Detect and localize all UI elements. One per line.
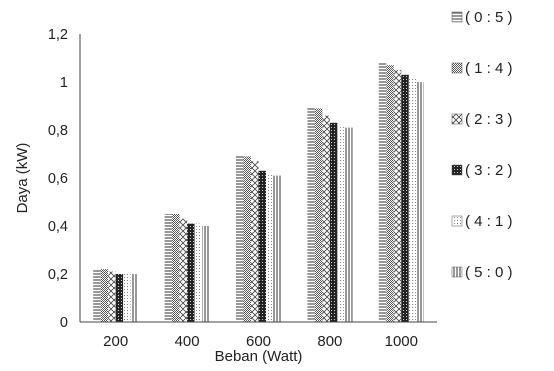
- legend-swatch: [451, 11, 463, 23]
- bar-800-series-3: [322, 115, 330, 322]
- legend-swatch: [451, 113, 463, 125]
- x-axis-ticks: 200 400 600 800 1000: [103, 333, 418, 350]
- y-tick-label: 0,2: [48, 267, 68, 283]
- bar-1000-series-4: [401, 74, 409, 322]
- legend-label: ( 5 : 0 ): [465, 264, 513, 281]
- y-tick-label: 0,8: [48, 123, 68, 139]
- legend: ( 0 : 5 ) ( 1 : 4 ) ( 2 : 3 ) ( 3 : 2 ) ( 4 …: [451, 9, 513, 281]
- legend-swatch: [451, 215, 463, 227]
- x-tick-label: 800: [317, 333, 342, 350]
- bar-400-series-5: [194, 223, 203, 322]
- legend-label: ( 0 : 5 ): [465, 9, 513, 26]
- bar-600-series-2: [243, 156, 251, 322]
- bar-400-series-4: [187, 223, 195, 322]
- bar-200-series-4: [115, 274, 124, 322]
- legend-swatch: [451, 62, 463, 74]
- bars: [93, 62, 424, 323]
- bar-600-series-6: [273, 175, 281, 322]
- bar-400-series-1: [164, 214, 173, 322]
- bar-1000-series-3: [393, 70, 402, 322]
- x-axis-label: Beban (Watt): [215, 348, 303, 365]
- bar-1000-series-1: [378, 62, 387, 323]
- legend-label: ( 3 : 2 ): [465, 162, 513, 179]
- bar-1000-series-5: [408, 77, 417, 322]
- bar-800-series-5: [337, 125, 345, 322]
- legend-swatch: [451, 266, 463, 278]
- legend-label: ( 2 : 3 ): [465, 111, 513, 128]
- bar-800-series-2: [314, 108, 323, 323]
- y-tick-label: 0,4: [48, 219, 68, 235]
- y-axis-ticks: 0 0,2 0,4 0,6 0,8 1 1,2: [48, 27, 68, 331]
- y-axis-label: Daya (kW): [14, 143, 31, 214]
- bar-1000-series-2: [386, 65, 394, 322]
- y-tick-label: 1,2: [48, 27, 68, 43]
- bar-800-series-6: [344, 127, 353, 322]
- x-tick-label: 1000: [385, 333, 418, 350]
- bar-400-series-3: [179, 218, 188, 322]
- bar-600-series-4: [258, 170, 266, 322]
- y-tick-label: 0,6: [48, 171, 68, 187]
- bar-600-series-5: [266, 173, 274, 322]
- bar-200-series-2: [100, 269, 109, 322]
- x-tick-label: 600: [246, 333, 271, 350]
- x-tick-label: 200: [103, 333, 128, 350]
- y-tick-label: 0: [60, 315, 68, 331]
- legend-label: ( 1 : 4 ): [465, 60, 513, 77]
- bar-200-series-3: [108, 271, 116, 322]
- bar-200-series-1: [93, 269, 101, 322]
- bar-400-series-2: [172, 214, 180, 322]
- legend-label: ( 4 : 1 ): [465, 213, 513, 230]
- bar-200-series-6: [130, 274, 139, 322]
- bar-400-series-6: [202, 226, 210, 322]
- bar-800-series-4: [329, 122, 338, 322]
- legend-swatch: [451, 164, 463, 176]
- bar-600-series-3: [251, 161, 259, 322]
- y-tick-label: 1: [60, 75, 68, 91]
- bar-800-series-1: [307, 108, 315, 323]
- bar-200-series-5: [123, 274, 131, 322]
- x-tick-label: 400: [175, 333, 200, 350]
- bar-600-series-1: [236, 156, 244, 322]
- bar-1000-series-6: [416, 82, 424, 322]
